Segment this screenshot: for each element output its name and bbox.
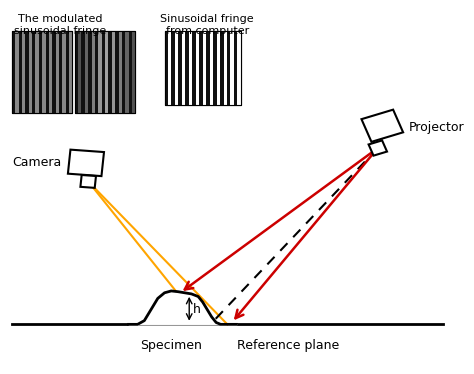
- Bar: [75, 31, 136, 113]
- Bar: [189, 31, 192, 105]
- Bar: [101, 31, 105, 113]
- Polygon shape: [68, 150, 104, 176]
- Bar: [234, 31, 237, 105]
- Bar: [95, 31, 98, 113]
- Bar: [224, 31, 227, 105]
- Bar: [196, 31, 199, 105]
- Bar: [98, 31, 101, 113]
- Bar: [237, 31, 241, 105]
- Bar: [85, 31, 88, 113]
- Text: Specimen: Specimen: [140, 339, 202, 352]
- Bar: [132, 31, 136, 113]
- Bar: [75, 31, 136, 113]
- Bar: [39, 31, 42, 113]
- Bar: [115, 31, 118, 113]
- Bar: [220, 31, 224, 105]
- Text: Reference plane: Reference plane: [237, 339, 339, 352]
- Bar: [22, 31, 25, 113]
- Bar: [55, 31, 59, 113]
- Bar: [78, 31, 82, 113]
- Bar: [230, 31, 234, 105]
- Bar: [118, 31, 122, 113]
- Bar: [125, 31, 128, 113]
- Text: Sinusoidal fringe
from computer: Sinusoidal fringe from computer: [160, 14, 254, 36]
- Bar: [29, 31, 32, 113]
- Bar: [199, 31, 203, 105]
- Polygon shape: [369, 140, 387, 156]
- Bar: [175, 31, 178, 105]
- Bar: [109, 31, 112, 113]
- Bar: [25, 31, 29, 113]
- Bar: [66, 31, 69, 113]
- Text: h: h: [193, 303, 201, 316]
- Bar: [69, 31, 73, 113]
- Bar: [18, 31, 22, 113]
- Bar: [168, 31, 172, 105]
- Polygon shape: [362, 110, 403, 142]
- Bar: [82, 31, 85, 113]
- Text: The modulated
sinusoidal fringe: The modulated sinusoidal fringe: [14, 14, 107, 36]
- Bar: [52, 31, 55, 113]
- Bar: [210, 31, 213, 105]
- Bar: [213, 31, 217, 105]
- Bar: [105, 31, 109, 113]
- Bar: [36, 31, 39, 113]
- Text: Projector: Projector: [409, 121, 465, 134]
- Bar: [203, 31, 206, 105]
- Bar: [164, 31, 241, 105]
- Bar: [75, 31, 78, 113]
- Bar: [164, 31, 168, 105]
- Bar: [42, 31, 46, 113]
- Bar: [91, 31, 95, 113]
- Bar: [206, 31, 210, 105]
- Bar: [12, 31, 73, 113]
- Bar: [46, 31, 49, 113]
- Bar: [192, 31, 196, 105]
- Bar: [15, 31, 18, 113]
- Polygon shape: [81, 175, 96, 188]
- Bar: [122, 31, 125, 113]
- Bar: [172, 31, 175, 105]
- Bar: [12, 31, 73, 113]
- Bar: [178, 31, 182, 105]
- Bar: [217, 31, 220, 105]
- Bar: [49, 31, 52, 113]
- Bar: [128, 31, 132, 113]
- Bar: [164, 31, 241, 105]
- Bar: [12, 31, 15, 113]
- Bar: [112, 31, 115, 113]
- Bar: [59, 31, 63, 113]
- Bar: [185, 31, 189, 105]
- Text: Camera: Camera: [12, 156, 61, 169]
- Bar: [182, 31, 185, 105]
- Bar: [88, 31, 91, 113]
- Bar: [63, 31, 66, 113]
- Bar: [227, 31, 230, 105]
- Bar: [32, 31, 36, 113]
